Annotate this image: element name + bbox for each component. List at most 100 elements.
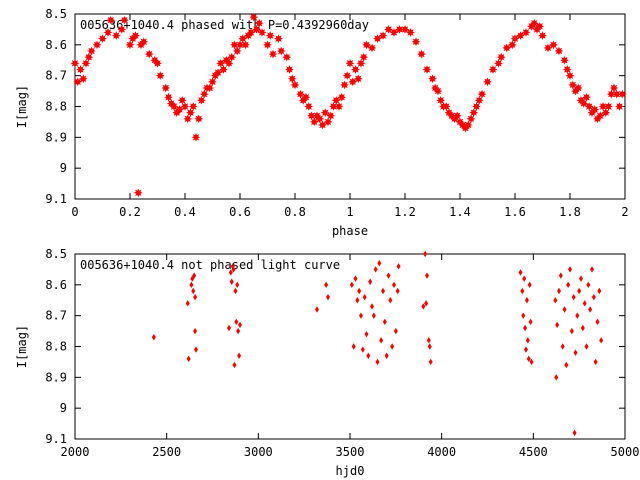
- data-point: [216, 58, 226, 68]
- data-point: [393, 327, 398, 335]
- x-tick-label: 1.2: [394, 205, 416, 219]
- y-tick-label: 8.9: [45, 130, 67, 144]
- data-point: [562, 65, 572, 74]
- data-point: [598, 102, 608, 111]
- data-point: [472, 102, 481, 111]
- data-point: [355, 297, 360, 304]
- data-point: [384, 25, 393, 34]
- data-point: [307, 111, 316, 121]
- data-point: [554, 46, 564, 56]
- data-point: [356, 58, 366, 68]
- data-point: [155, 71, 165, 81]
- data-point: [70, 58, 80, 68]
- data-point: [392, 281, 396, 289]
- data-point: [433, 86, 443, 96]
- data-point: [597, 287, 602, 295]
- data-point: [406, 28, 415, 37]
- data-point: [282, 52, 292, 62]
- data-point: [238, 34, 248, 44]
- data-point: [326, 293, 330, 301]
- data-point: [224, 58, 234, 68]
- data-point: [359, 312, 363, 319]
- x-tick-label: 3500: [336, 445, 365, 459]
- data-point: [590, 105, 600, 114]
- data-point: [428, 358, 433, 366]
- data-point: [268, 49, 278, 59]
- data-point: [523, 324, 528, 332]
- data-point: [543, 43, 553, 53]
- data-point: [395, 287, 400, 295]
- data-point: [326, 111, 336, 121]
- y-tick-label: 8.7: [45, 69, 67, 83]
- x-tick-label: 0.8: [284, 205, 306, 219]
- data-point: [125, 40, 135, 50]
- x-tick-label: 4500: [519, 445, 548, 459]
- data-point: [599, 337, 604, 344]
- data-point: [381, 287, 385, 295]
- data-point: [189, 281, 194, 289]
- y-tick-label: 8.5: [45, 247, 67, 261]
- data-point: [520, 287, 525, 295]
- data-point: [191, 287, 196, 295]
- data-point: [595, 111, 605, 121]
- x-tick-label: 2: [621, 205, 628, 219]
- data-point: [111, 31, 121, 40]
- data-point: [73, 77, 83, 87]
- plot-frame: [74, 13, 626, 200]
- y-axis-label: I[mag]: [15, 85, 29, 128]
- data-point: [92, 40, 102, 50]
- data-point: [252, 25, 261, 34]
- data-point: [411, 37, 421, 47]
- data-point: [133, 188, 143, 198]
- data-point: [521, 28, 531, 37]
- data-point: [175, 105, 184, 114]
- data-point: [323, 117, 333, 127]
- data-point: [180, 102, 190, 111]
- unphased-light-curve-panel: 2000 2500 3000 3500 4000 4500 5000 8.5 8.6 8.7 8.8…: [15, 247, 639, 478]
- data-point: [528, 318, 533, 326]
- x-tick-label: 0: [71, 205, 78, 219]
- y-axis-label: I[mag]: [15, 325, 29, 368]
- data-point: [367, 43, 377, 53]
- data-point: [228, 269, 233, 276]
- y-tick-label: 9: [60, 161, 67, 175]
- data-point: [577, 287, 582, 295]
- data-point: [524, 297, 529, 304]
- x-tick-label: 4000: [427, 445, 456, 459]
- data-point: [309, 117, 319, 127]
- data-point: [575, 312, 580, 319]
- data-point: [557, 287, 561, 295]
- data-point: [527, 281, 532, 289]
- data-point: [368, 278, 373, 285]
- data-point: [345, 58, 355, 68]
- data-point: [477, 89, 487, 99]
- data-point: [564, 361, 569, 369]
- data-point: [257, 28, 267, 37]
- data-point: [81, 58, 91, 68]
- y-tick-label: 8.6: [45, 38, 67, 52]
- data-point: [199, 89, 209, 99]
- x-axis-label: hjd0: [336, 464, 365, 478]
- data-point: [427, 343, 432, 350]
- x-tick-label: 1.8: [559, 205, 581, 219]
- data-point: [188, 102, 198, 111]
- x-tick-label: 0.4: [174, 205, 196, 219]
- data-point: [516, 31, 525, 40]
- data-point: [318, 120, 327, 130]
- data-point: [106, 15, 116, 25]
- data-point: [304, 102, 314, 111]
- data-point: [208, 77, 217, 87]
- data-point: [169, 102, 179, 111]
- data-point: [353, 275, 358, 282]
- data-point: [560, 343, 565, 350]
- data-point: [609, 83, 619, 93]
- x-tick-label: 2500: [152, 445, 181, 459]
- data-point: [348, 77, 358, 87]
- data-point: [417, 49, 426, 59]
- data-point: [360, 346, 365, 353]
- data-point: [249, 12, 259, 22]
- data-point: [507, 40, 517, 50]
- data-point: [586, 281, 591, 289]
- data-point: [388, 297, 393, 304]
- data-point: [84, 52, 94, 62]
